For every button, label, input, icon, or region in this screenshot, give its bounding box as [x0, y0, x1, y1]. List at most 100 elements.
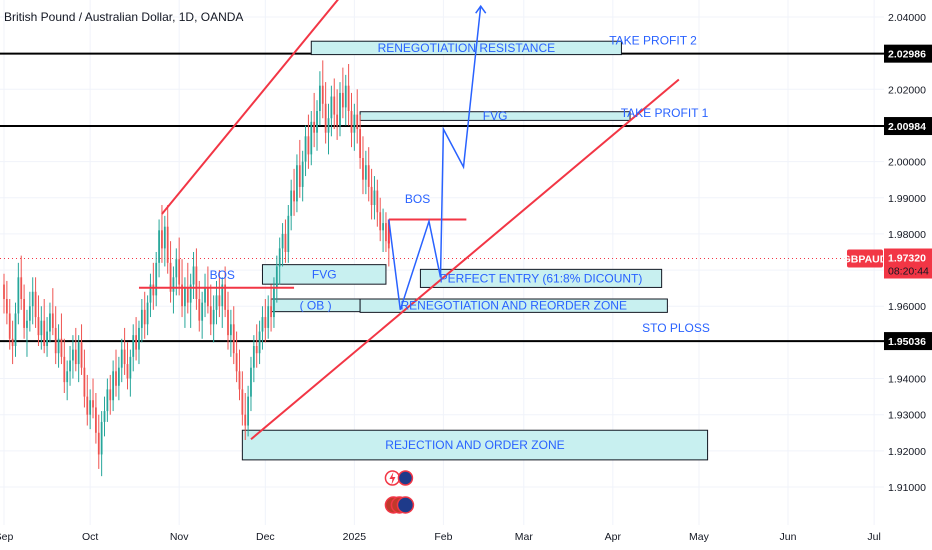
candle-body [178, 259, 181, 285]
candle-body [112, 371, 115, 401]
candle-body [46, 331, 48, 346]
candle-body [138, 327, 140, 350]
candle-body [20, 277, 23, 299]
candle-body [341, 92, 344, 108]
time-axis[interactable]: Sep Oct Nov Dec 2025 Feb Mar Apr May Jun Jul [0, 531, 881, 543]
zone-label: PERFECT ENTRY (61:8% DICOUNT) [440, 271, 643, 285]
zone-box [310, 40, 622, 56]
candle-body [379, 212, 382, 231]
candle-body [95, 407, 97, 433]
candle-body [34, 291, 37, 318]
candle-body [376, 190, 379, 213]
candle-body [80, 342, 83, 368]
candle-body [163, 226, 166, 249]
candle-body [227, 309, 229, 336]
candle-body [86, 396, 89, 415]
candle-body [181, 284, 183, 307]
level-price-label: 1.95036 [888, 336, 926, 348]
candle-body [184, 288, 186, 307]
candle-body [301, 161, 304, 187]
candle-body [92, 400, 94, 408]
candle-body [14, 313, 17, 346]
zone-label: RENEGOTIATION AND REORDER ZONE [401, 299, 627, 313]
countdown-label: 08:20:44 [888, 266, 929, 278]
candle-body [155, 262, 158, 296]
price-tick-label: 2.02000 [888, 84, 926, 96]
bos-label: BOS [210, 268, 235, 282]
candle-body [11, 338, 14, 346]
candle-body [198, 299, 201, 321]
candle-body [3, 284, 5, 299]
candle-body [49, 313, 51, 332]
time-tick-label: May [689, 531, 710, 543]
event-flag-icon[interactable] [396, 496, 415, 514]
time-tick-label: 2025 [343, 531, 367, 543]
price-tick-label: 2.04000 [888, 12, 926, 24]
candle-body [229, 324, 232, 336]
time-tick-label: Oct [82, 531, 98, 543]
candle-body [83, 367, 86, 397]
candle-body [310, 121, 313, 155]
candles-layer [3, 60, 390, 477]
candle-body [224, 284, 227, 310]
time-tick-label: Mar [515, 531, 534, 543]
price-tick-label: 1.98000 [888, 229, 926, 241]
price-tick-label: 2.00000 [888, 157, 926, 169]
bos-label: BOS [405, 192, 430, 206]
candle-body [221, 284, 224, 307]
candle-body [201, 302, 204, 321]
candle-body [252, 346, 255, 368]
candle-body [89, 400, 92, 415]
level-name-label: STO PLOSS [642, 321, 710, 335]
zone-box [261, 264, 387, 285]
candle-body [212, 309, 215, 325]
level-price-badge [884, 332, 932, 351]
candle-body [364, 165, 367, 180]
candle-body [284, 233, 287, 252]
candle-body [97, 432, 100, 455]
candle-body [385, 223, 387, 242]
candle-body [100, 421, 103, 455]
price-axis[interactable]: 1.910001.920001.930001.940001.960001.970… [843, 12, 932, 494]
zone-label: FVG [483, 109, 508, 123]
time-tick-label: Nov [170, 531, 189, 543]
candle-body [313, 121, 316, 133]
candle-body [5, 299, 8, 314]
zone-label: FVG [312, 267, 337, 281]
trendline [161, 0, 339, 215]
au-flag-icon[interactable] [397, 470, 414, 486]
candle-body [316, 111, 318, 133]
candle-body [247, 396, 249, 426]
candle-body [161, 230, 163, 249]
candle-body [28, 306, 31, 321]
candle-body [356, 114, 359, 130]
candle-body [31, 291, 34, 307]
candle-body [235, 353, 238, 372]
candle-body [126, 364, 129, 379]
level-price-badge [884, 44, 932, 63]
candle-body [63, 356, 66, 383]
candle-body [146, 302, 149, 325]
event-icons[interactable] [384, 470, 415, 514]
time-tick-label: Jun [780, 531, 797, 543]
candle-body [362, 158, 364, 180]
candle-body [17, 277, 20, 314]
candle-body [192, 266, 195, 285]
candle-body [258, 331, 261, 354]
zone-label: REJECTION AND ORDER ZONE [385, 438, 564, 452]
candle-body [218, 295, 221, 307]
candle-body [8, 313, 11, 339]
candle-body [270, 306, 272, 318]
time-tick-label: Sep [0, 531, 13, 543]
candle-body [232, 324, 235, 354]
symbol-badge-label: GBPAUD [843, 254, 888, 266]
candle-body [69, 360, 71, 372]
candle-body [120, 349, 123, 368]
candle-body [382, 223, 384, 231]
candle-body [287, 215, 290, 252]
candle-body [115, 371, 117, 386]
candle-body [347, 85, 350, 111]
lightning-glyph-icon [389, 472, 396, 485]
